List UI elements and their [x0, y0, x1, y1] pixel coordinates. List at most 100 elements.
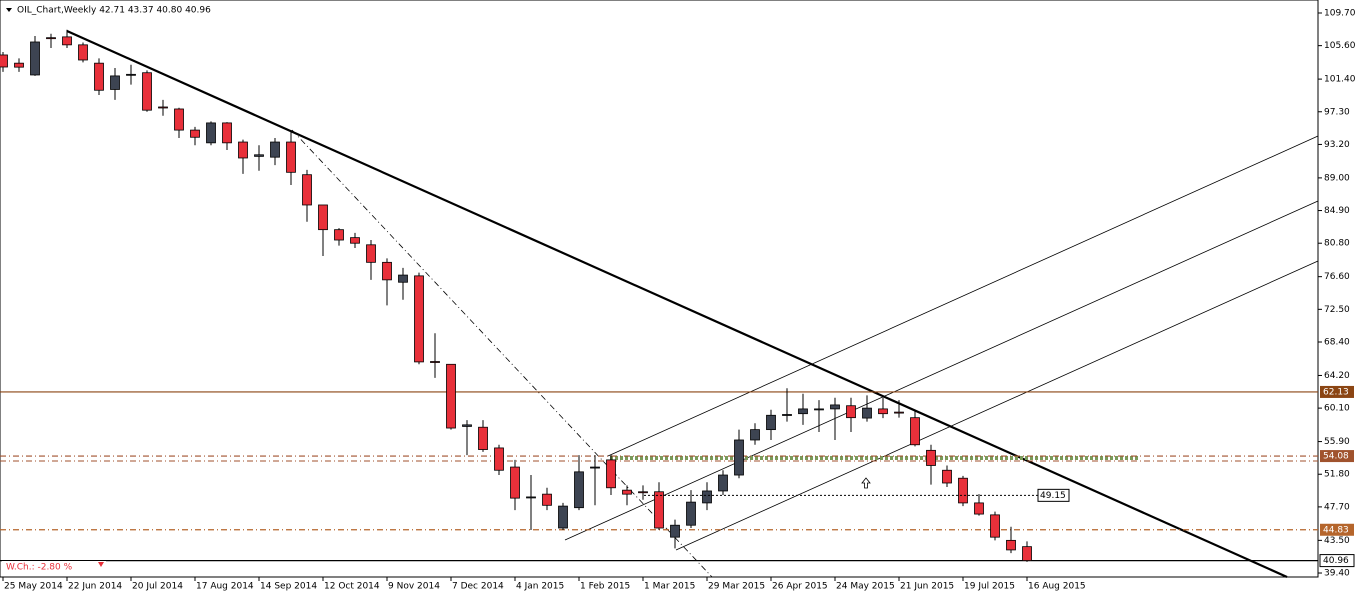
candle-body	[446, 363, 456, 429]
candle-body	[142, 72, 152, 111]
y-tick-label: 80.80	[1324, 239, 1350, 249]
x-tick-label: 12 Oct 2014	[324, 582, 380, 592]
y-tick-label: 64.20	[1324, 371, 1350, 381]
level-label-box	[1319, 554, 1355, 568]
drawings	[0, 29, 1319, 579]
candle-body	[990, 514, 1000, 538]
candles	[0, 29, 1032, 562]
x-tick-label: 20 Jul 2014	[132, 582, 183, 592]
candle-body	[62, 36, 72, 46]
candle-body	[750, 429, 760, 441]
candle-body	[526, 496, 536, 499]
y-tick-label: 47.70	[1324, 502, 1350, 512]
candle-body	[654, 491, 664, 529]
candle-body	[174, 108, 184, 131]
candle-body	[222, 122, 232, 144]
y-tick-label: 84.90	[1324, 206, 1350, 216]
candle-body	[318, 204, 328, 231]
candle-body	[302, 174, 312, 206]
trend-line	[66, 29, 1288, 579]
candle-body	[286, 141, 296, 173]
x-tick-label: 17 Aug 2014	[196, 582, 254, 592]
x-tick-label: 1 Mar 2015	[644, 582, 695, 592]
candle-body	[958, 477, 968, 504]
x-tick-label: 25 May 2014	[4, 582, 63, 592]
y-tick-label: 93.20	[1324, 140, 1350, 150]
candle-body	[14, 62, 24, 68]
marker-label: 49.15	[1040, 491, 1066, 501]
change-box	[2, 561, 106, 573]
candle-body	[398, 274, 408, 283]
candle-body	[270, 141, 280, 158]
y-tick-label: 39.40	[1324, 569, 1350, 579]
x-tick-label: 22 Jun 2014	[68, 582, 122, 592]
channel-line	[675, 260, 1319, 551]
y-tick-label: 109.70	[1324, 8, 1356, 18]
candle-body	[254, 154, 264, 157]
change-label: W.Ch.: -2.80 %	[6, 563, 73, 573]
candle-body	[366, 244, 376, 263]
candle-body	[622, 489, 632, 495]
level-label-box	[1320, 450, 1354, 463]
x-tick-label: 29 Mar 2015	[708, 582, 765, 592]
channel-line	[564, 200, 1319, 541]
candle-body	[382, 261, 392, 281]
level-label-box	[1320, 385, 1354, 398]
candle-body	[238, 141, 248, 159]
candle-body	[814, 408, 824, 411]
level-label: 40.96	[1323, 556, 1349, 566]
menu-icon	[6, 8, 12, 12]
y-tick-label: 51.80	[1324, 470, 1350, 480]
candle-body	[0, 54, 8, 68]
candle-body	[910, 417, 920, 446]
y-tick-label: 68.40	[1324, 337, 1350, 347]
candle-body	[190, 129, 200, 138]
candle-body	[430, 361, 440, 363]
candle-body	[878, 408, 888, 415]
candle-body	[462, 424, 472, 427]
candle-body	[158, 106, 168, 109]
candle-body	[126, 73, 136, 76]
x-tick-label: 9 Nov 2014	[388, 582, 440, 592]
candle-body	[766, 414, 776, 431]
change-icon	[98, 562, 104, 567]
y-tick-label: 55.90	[1324, 437, 1350, 447]
y-tick-label: 76.60	[1324, 272, 1350, 282]
level-label: 62.13	[1323, 387, 1349, 397]
y-tick-label: 43.50	[1324, 536, 1350, 546]
candle-body	[670, 524, 680, 538]
x-tick-label: 21 Jun 2015	[900, 582, 954, 592]
x-tick-label: 24 May 2015	[836, 582, 895, 592]
x-tick-label: 26 Apr 2015	[772, 582, 828, 592]
plot-frame	[0, 0, 1319, 578]
candle-body	[606, 459, 616, 489]
candle-body	[718, 474, 728, 492]
candle-body	[46, 37, 56, 40]
candle-body	[686, 501, 696, 526]
x-tick-label: 1 Feb 2015	[580, 582, 630, 592]
level-label: 44.83	[1323, 525, 1349, 535]
x-tick-label: 16 Aug 2015	[1028, 582, 1086, 592]
trend-line	[291, 129, 713, 578]
chart-title: OIL_Chart,Weekly 42.71 43.37 40.80 40.96	[17, 6, 211, 16]
level-label-box	[1320, 523, 1354, 536]
y-tick-label: 60.10	[1324, 404, 1350, 414]
candle-body	[206, 122, 216, 144]
candle-body	[782, 414, 792, 416]
candle-body	[862, 407, 872, 419]
x-tick-label: 19 Jul 2015	[964, 582, 1015, 592]
candle-body	[974, 502, 984, 515]
candle-body	[510, 466, 520, 499]
candle-body	[94, 62, 104, 91]
candle-body	[30, 41, 40, 76]
candle-body	[414, 275, 424, 363]
y-tick-label: 89.00	[1324, 173, 1350, 183]
candle-body	[638, 491, 648, 494]
candle-body	[1022, 546, 1032, 561]
arrow-icon	[861, 477, 871, 489]
y-tick-label: 72.50	[1324, 305, 1350, 315]
candle-body	[574, 471, 584, 509]
y-tick-label: 105.60	[1324, 41, 1356, 51]
candle-body	[350, 237, 360, 244]
